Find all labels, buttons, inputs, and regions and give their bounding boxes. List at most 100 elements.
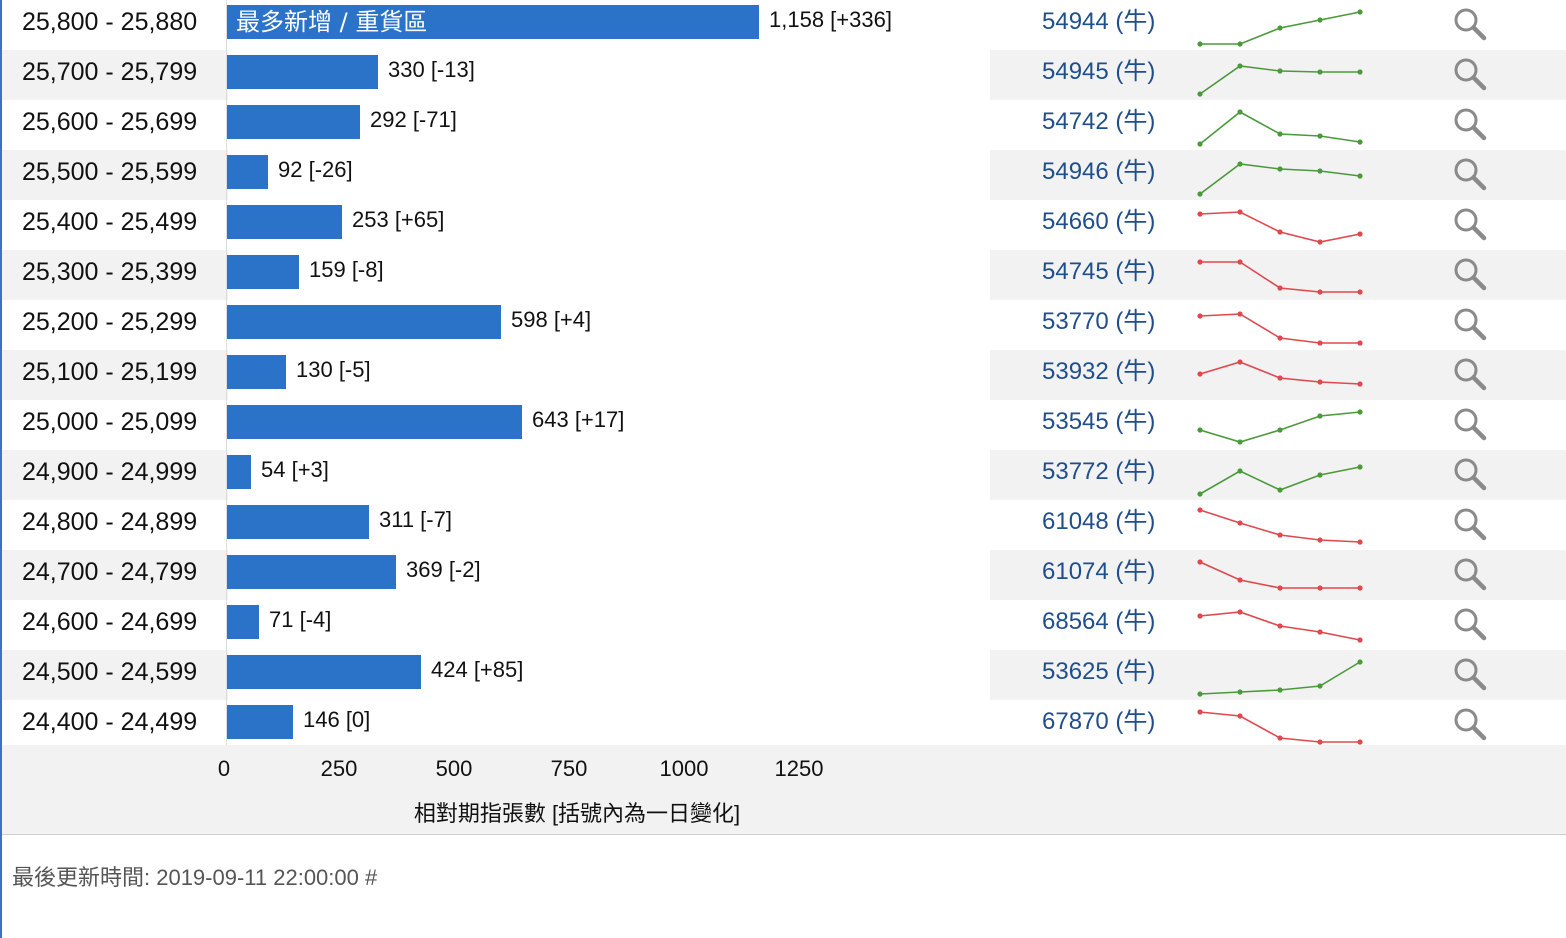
sparkline-point: [1197, 41, 1203, 47]
sparkline-point: [1197, 371, 1203, 377]
sparkline: [1197, 559, 1363, 591]
warrant-code-link[interactable]: 53770 (牛): [1042, 308, 1156, 335]
search-icon[interactable]: [1450, 55, 1490, 95]
search-icon[interactable]: [1450, 455, 1490, 495]
search-icon[interactable]: [1450, 5, 1490, 45]
warrant-code-link[interactable]: 54745 (牛): [1042, 258, 1156, 285]
sparkline-point: [1277, 166, 1283, 172]
warrant-code-link[interactable]: 54742 (牛): [1042, 108, 1156, 135]
data-label: 130 [-5]: [296, 357, 371, 382]
sparkline: [1197, 9, 1363, 47]
table-row: 25,100 - 25,199 130 [-5] 53932 (牛): [2, 350, 1566, 400]
bar: [226, 205, 342, 239]
sparkline-point: [1317, 585, 1323, 591]
range-label: 24,500 - 24,599: [22, 658, 198, 686]
sparkline-point: [1317, 472, 1323, 478]
table-row: 25,200 - 25,299 598 [+4] 53770 (牛): [2, 300, 1566, 350]
search-icon[interactable]: [1450, 655, 1490, 695]
sparkline-point: [1237, 161, 1243, 167]
warrant-code-link[interactable]: 61048 (牛): [1042, 508, 1156, 535]
bar: [226, 655, 421, 689]
search-icon[interactable]: [1450, 105, 1490, 145]
warrant-code-link[interactable]: 54660 (牛): [1042, 208, 1156, 235]
search-icon[interactable]: [1450, 305, 1490, 345]
sparkline-point: [1197, 507, 1203, 513]
sparkline-point: [1197, 313, 1203, 319]
table-row: 25,500 - 25,599 92 [-26] 54946 (牛): [2, 150, 1566, 200]
sparkline-point: [1357, 637, 1363, 643]
sparkline-point: [1237, 109, 1243, 115]
left-border: [0, 0, 2, 938]
sparkline-point: [1237, 577, 1243, 583]
sparkline-point: [1357, 464, 1363, 470]
warrant-code-link[interactable]: 53545 (牛): [1042, 408, 1156, 435]
row-background-right: [990, 150, 1566, 200]
sparkline-point: [1317, 629, 1323, 635]
warrant-code-link[interactable]: 53625 (牛): [1042, 658, 1156, 685]
sparkline-line: [1199, 361, 1361, 385]
data-label: 253 [+65]: [352, 207, 445, 232]
row-background-left: [2, 450, 228, 500]
bar: [226, 555, 396, 589]
search-icon[interactable]: [1450, 605, 1490, 645]
table-row: 24,400 - 24,499 146 [0] 67870 (牛): [2, 700, 1566, 750]
search-icon[interactable]: [1450, 355, 1490, 395]
x-tick-label: 750: [550, 756, 588, 781]
search-icon[interactable]: [1450, 205, 1490, 245]
row-background-right: [990, 350, 1566, 400]
sparkline: [1197, 209, 1363, 245]
search-icon[interactable]: [1450, 405, 1490, 445]
bar: [226, 255, 299, 289]
sparkline-point: [1197, 691, 1203, 697]
warrant-code-link[interactable]: 53932 (牛): [1042, 358, 1156, 385]
sparkline-point: [1357, 539, 1363, 545]
warrant-code-link[interactable]: 54944 (牛): [1042, 8, 1156, 35]
warrant-code-link[interactable]: 61074 (牛): [1042, 558, 1156, 585]
bar: 最多新增 / 重貨區: [226, 5, 759, 39]
bar: [226, 355, 286, 389]
table-row: 25,000 - 25,099 643 [+17] 53545 (牛): [2, 400, 1566, 450]
warrant-code-link[interactable]: 68564 (牛): [1042, 608, 1156, 635]
sparkline-point: [1197, 91, 1203, 97]
search-icon[interactable]: [1450, 505, 1490, 545]
sparkline-point: [1317, 340, 1323, 346]
bar: [226, 55, 378, 89]
warrant-code-link[interactable]: 54946 (牛): [1042, 158, 1156, 185]
table-row: 24,700 - 24,799 369 [-2] 61074 (牛): [2, 550, 1566, 600]
range-label: 25,300 - 25,399: [22, 258, 198, 286]
sparkline-point: [1237, 259, 1243, 265]
sparkline-line: [1199, 561, 1360, 589]
sparkline: [1197, 311, 1363, 346]
search-icon[interactable]: [1450, 155, 1490, 195]
row-background-left: [2, 50, 228, 100]
sparkline: [1197, 464, 1363, 497]
range-label: 25,500 - 25,599: [22, 158, 198, 186]
range-label: 24,900 - 24,999: [22, 458, 198, 486]
warrant-code-link[interactable]: 53772 (牛): [1042, 458, 1156, 485]
sparkline-point: [1317, 413, 1323, 419]
sparkline-line: [1199, 211, 1361, 243]
search-icon[interactable]: [1450, 555, 1490, 595]
sparkline-point: [1357, 173, 1363, 179]
sparkline: [1197, 507, 1363, 545]
sparkline-point: [1357, 289, 1363, 295]
sparkline-point: [1277, 131, 1283, 137]
sparkline-point: [1277, 68, 1283, 74]
last-updated-text: 最後更新時間: 2019-09-11 22:00:00 #: [12, 865, 378, 890]
search-icon[interactable]: [1450, 705, 1490, 745]
sparkline-point: [1237, 468, 1243, 474]
data-label: 71 [-4]: [269, 607, 332, 632]
table-row: 25,300 - 25,399 159 [-8] 54745 (牛): [2, 250, 1566, 300]
warrant-code-link[interactable]: 67870 (牛): [1042, 708, 1156, 735]
sparkline-point: [1277, 229, 1283, 235]
range-label: 25,000 - 25,099: [22, 408, 198, 436]
data-label: 643 [+17]: [532, 407, 625, 432]
sparkline-point: [1237, 609, 1243, 615]
sparkline-point: [1357, 231, 1363, 237]
search-icon[interactable]: [1450, 255, 1490, 295]
warrant-code-link[interactable]: 54945 (牛): [1042, 58, 1156, 85]
range-label: 25,800 - 25,880: [22, 8, 198, 36]
sparkline-point: [1197, 211, 1203, 217]
sparkline-point: [1357, 9, 1363, 15]
data-label: 92 [-26]: [278, 157, 353, 182]
